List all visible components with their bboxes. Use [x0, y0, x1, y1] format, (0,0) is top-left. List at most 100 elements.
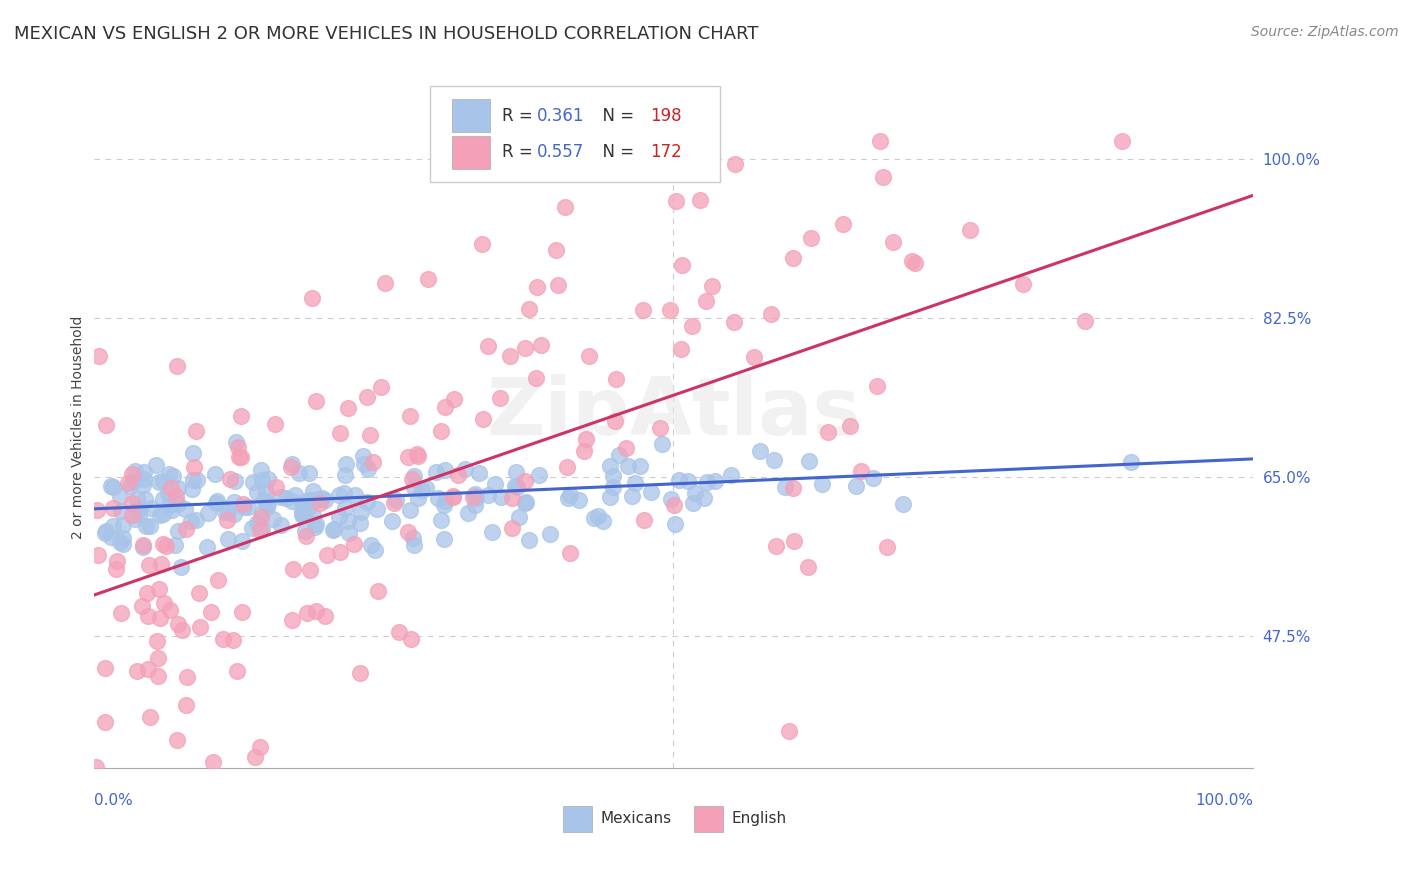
Point	[314, 492, 336, 507]
Point	[742, 350, 765, 364]
Point	[262, 512, 284, 526]
Point	[849, 464, 872, 478]
Point	[132, 541, 155, 555]
Point	[214, 505, 236, 519]
Point	[159, 602, 181, 616]
Point	[181, 788, 204, 802]
Point	[128, 508, 150, 522]
Point	[250, 463, 273, 477]
Point	[360, 538, 382, 552]
Point	[136, 662, 159, 676]
Point	[425, 465, 447, 479]
Point	[560, 488, 582, 502]
Point	[149, 611, 172, 625]
Point	[443, 392, 465, 407]
Point	[1073, 314, 1095, 328]
Point	[105, 554, 128, 568]
Point	[157, 500, 180, 514]
Point	[146, 633, 169, 648]
Point	[574, 444, 596, 458]
Point	[294, 524, 316, 538]
Point	[328, 488, 350, 502]
Text: 0.557: 0.557	[537, 144, 583, 161]
Point	[132, 538, 155, 552]
Point	[280, 460, 302, 475]
Point	[578, 349, 600, 363]
Point	[882, 235, 904, 249]
Point	[361, 455, 384, 469]
Point	[659, 492, 682, 507]
Point	[602, 468, 624, 483]
Point	[136, 586, 159, 600]
Point	[298, 563, 321, 577]
Point	[250, 522, 273, 536]
FancyBboxPatch shape	[430, 87, 720, 182]
Point	[477, 339, 499, 353]
Point	[335, 458, 357, 472]
Point	[112, 518, 135, 533]
Point	[131, 478, 153, 492]
Point	[128, 502, 150, 516]
Point	[249, 509, 271, 524]
Point	[100, 479, 122, 493]
Text: Mexicans: Mexicans	[600, 812, 671, 827]
Point	[322, 523, 344, 537]
Point	[352, 449, 374, 463]
Point	[904, 256, 927, 270]
Text: 0.361: 0.361	[537, 107, 583, 125]
Point	[105, 562, 128, 576]
Point	[291, 505, 314, 519]
Text: MEXICAN VS ENGLISH 2 OR MORE VEHICLES IN HOUSEHOLD CORRELATION CHART: MEXICAN VS ENGLISH 2 OR MORE VEHICLES IN…	[14, 25, 759, 43]
Point	[454, 462, 477, 476]
Point	[364, 543, 387, 558]
Point	[246, 485, 269, 500]
Point	[232, 497, 254, 511]
Point	[765, 539, 787, 553]
Point	[426, 491, 449, 506]
Point	[219, 788, 242, 802]
Point	[845, 479, 868, 493]
Point	[188, 620, 211, 634]
Point	[554, 200, 576, 214]
Point	[134, 492, 156, 507]
Point	[162, 468, 184, 483]
Point	[138, 608, 160, 623]
Point	[135, 519, 157, 533]
Point	[723, 315, 745, 329]
Point	[270, 490, 292, 504]
Point	[87, 349, 110, 363]
Point	[246, 516, 269, 531]
Point	[433, 463, 456, 477]
Point	[633, 513, 655, 527]
Point	[139, 500, 162, 515]
Point	[152, 507, 174, 521]
Point	[284, 488, 307, 502]
Point	[505, 479, 527, 493]
Point	[84, 760, 107, 774]
Point	[876, 540, 898, 554]
Point	[337, 514, 360, 528]
Point	[648, 421, 671, 435]
Point	[96, 524, 118, 539]
Point	[316, 548, 339, 562]
Point	[484, 477, 506, 491]
Point	[778, 724, 800, 739]
Point	[167, 497, 190, 511]
Point	[205, 493, 228, 508]
Point	[605, 372, 627, 386]
Point	[783, 534, 806, 549]
Point	[322, 523, 344, 537]
Point	[430, 424, 453, 438]
Point	[139, 710, 162, 724]
Point	[249, 523, 271, 537]
Point	[146, 668, 169, 682]
Point	[166, 359, 188, 374]
Point	[197, 506, 219, 520]
Point	[204, 467, 226, 482]
Point	[225, 434, 247, 449]
Point	[665, 194, 688, 208]
Point	[530, 338, 553, 352]
Point	[396, 450, 419, 464]
Point	[186, 473, 208, 487]
Point	[314, 608, 336, 623]
